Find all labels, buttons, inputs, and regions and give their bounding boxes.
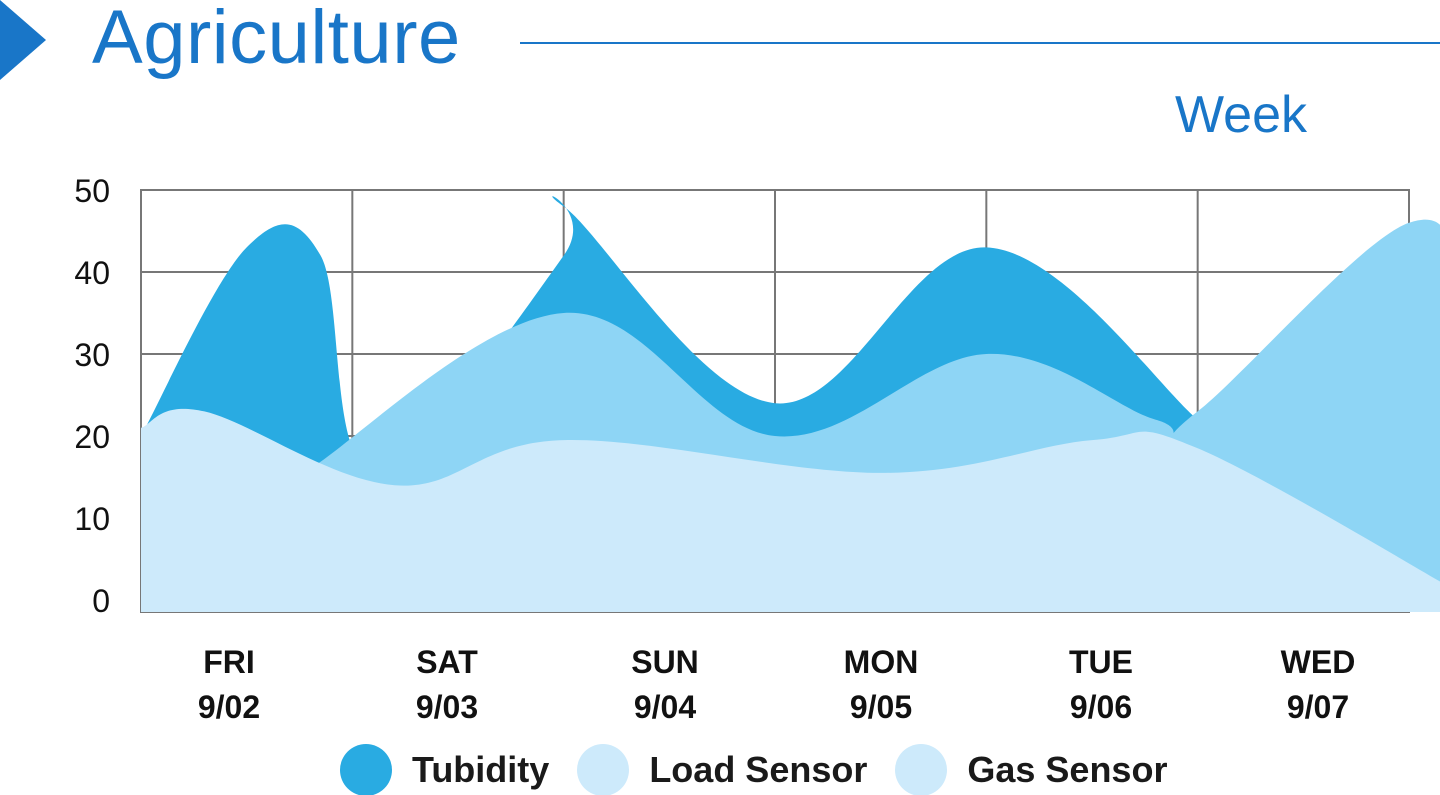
x-tick-date: 9/03 [416,689,478,725]
x-tick-day: TUE [1069,644,1133,680]
x-tick-date: 9/02 [198,689,260,725]
legend-swatch-icon [340,744,392,795]
legend-item-tubidity[interactable]: Tubidity [340,744,549,795]
x-tick-day: SUN [631,644,699,680]
x-tick-date: 9/05 [850,689,912,725]
x-tick-date: 9/07 [1287,689,1349,725]
legend-item-load-sensor[interactable]: Load Sensor [577,744,867,795]
legend-item-gas-sensor[interactable]: Gas Sensor [895,744,1167,795]
y-tick-label: 50 [74,173,110,209]
y-tick-label: 10 [74,501,110,537]
y-tick-label: 0 [92,583,110,619]
x-tick-day: SAT [416,644,478,680]
legend-label: Gas Sensor [967,749,1168,790]
y-tick-label: 20 [74,419,110,455]
title-arrow-icon [0,0,46,80]
x-tick-day: FRI [203,644,255,680]
x-tick-date: 9/04 [634,689,696,725]
y-axis-ticks: 0 10 20 30 40 50 [74,173,110,619]
y-tick-label: 30 [74,337,110,373]
page-title: Agriculture [92,0,461,80]
legend-swatch-icon [895,744,948,795]
chart-areas [141,196,1440,612]
legend-label: Load Sensor [649,749,868,790]
x-tick-day: MON [844,644,919,680]
legend-swatch-icon [577,744,630,795]
x-tick-date: 9/06 [1070,689,1132,725]
legend-label: Tubidity [412,749,550,790]
x-axis-ticks: FRI 9/02 SAT 9/03 SUN 9/04 MON 9/05 TUE 9/06 WED 9/… [198,644,1355,725]
title-divider [520,42,1440,44]
area-series-gas-sensor [141,408,1440,612]
x-tick-day: WED [1281,644,1356,680]
period-label: Week [1175,86,1307,144]
chart-legend: Tubidity Load Sensor Gas Sensor [340,742,1195,795]
y-tick-label: 40 [74,255,110,291]
